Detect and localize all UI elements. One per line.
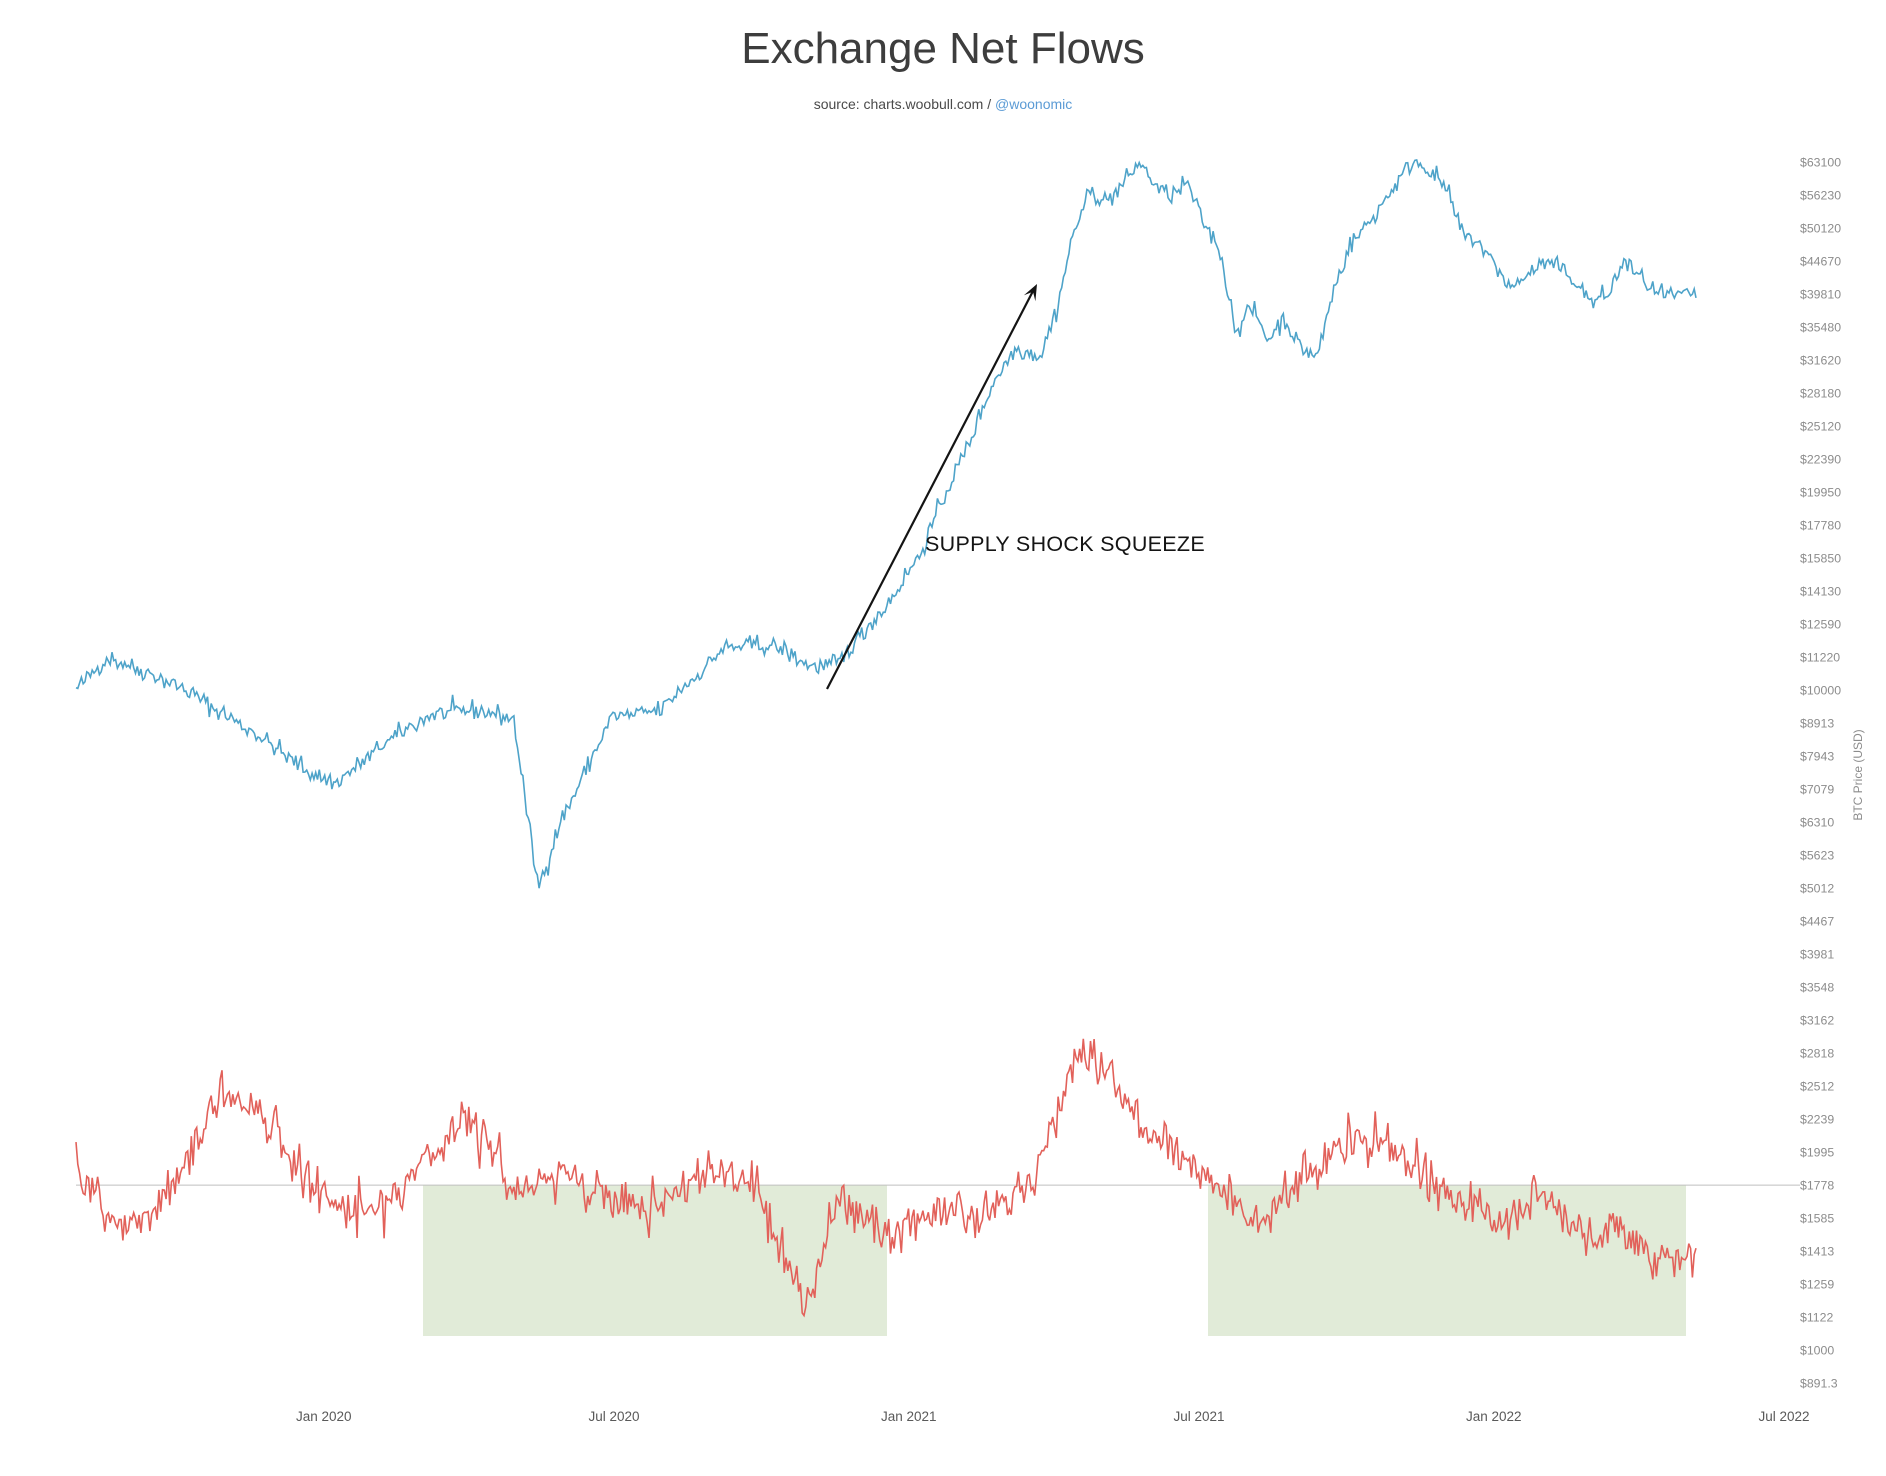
svg-text:$50120: $50120 [1800,222,1841,236]
svg-text:$2239: $2239 [1800,1113,1834,1127]
svg-text:$2818: $2818 [1800,1047,1834,1061]
svg-text:Jul 2021: Jul 2021 [1174,1409,1225,1424]
svg-text:$10000: $10000 [1800,684,1841,698]
svg-text:$3162: $3162 [1800,1014,1834,1028]
svg-text:$1585: $1585 [1800,1212,1834,1226]
svg-text:SUPPLY SHOCK SQUEEZE: SUPPLY SHOCK SQUEEZE [925,532,1205,556]
svg-text:$44670: $44670 [1800,255,1841,269]
svg-text:$17780: $17780 [1800,519,1841,533]
svg-text:$31620: $31620 [1800,354,1841,368]
svg-text:$11220: $11220 [1800,651,1840,665]
svg-text:$56230: $56230 [1800,189,1841,203]
svg-text:$39810: $39810 [1800,288,1841,302]
svg-text:$1000: $1000 [1800,1344,1834,1358]
svg-text:$12590: $12590 [1800,618,1841,632]
svg-text:$8913: $8913 [1800,717,1834,731]
svg-text:$4467: $4467 [1800,915,1834,929]
svg-text:$6310: $6310 [1800,816,1834,830]
svg-text:$891.3: $891.3 [1800,1377,1838,1391]
svg-text:$1122: $1122 [1800,1311,1833,1325]
svg-text:$63100: $63100 [1800,156,1841,170]
svg-text:$14130: $14130 [1800,584,1841,598]
svg-text:Jul 2020: Jul 2020 [589,1409,640,1424]
svg-text:$7943: $7943 [1800,750,1834,764]
svg-text:$1259: $1259 [1800,1278,1834,1292]
svg-text:$1995: $1995 [1800,1146,1834,1160]
svg-text:$19950: $19950 [1800,486,1841,500]
svg-text:$5012: $5012 [1800,882,1834,896]
svg-text:$28180: $28180 [1800,387,1841,401]
svg-text:$5623: $5623 [1800,849,1834,863]
svg-text:$35480: $35480 [1800,321,1841,335]
svg-text:Jan 2020: Jan 2020 [296,1409,352,1424]
svg-text:$25120: $25120 [1800,420,1841,434]
svg-text:$22390: $22390 [1800,453,1841,467]
svg-text:Jul 2022: Jul 2022 [1759,1409,1810,1424]
svg-text:Jan 2021: Jan 2021 [881,1409,937,1424]
svg-text:$7079: $7079 [1800,783,1834,797]
svg-text:$3981: $3981 [1800,948,1834,962]
svg-text:$1778: $1778 [1800,1179,1834,1193]
svg-text:BTC Price (USD): BTC Price (USD) [1851,729,1865,820]
svg-text:Jan 2022: Jan 2022 [1466,1409,1522,1424]
svg-text:$3548: $3548 [1800,981,1834,995]
svg-text:$1413: $1413 [1800,1244,1834,1258]
svg-text:$2512: $2512 [1800,1080,1834,1094]
svg-text:$15850: $15850 [1800,552,1841,566]
